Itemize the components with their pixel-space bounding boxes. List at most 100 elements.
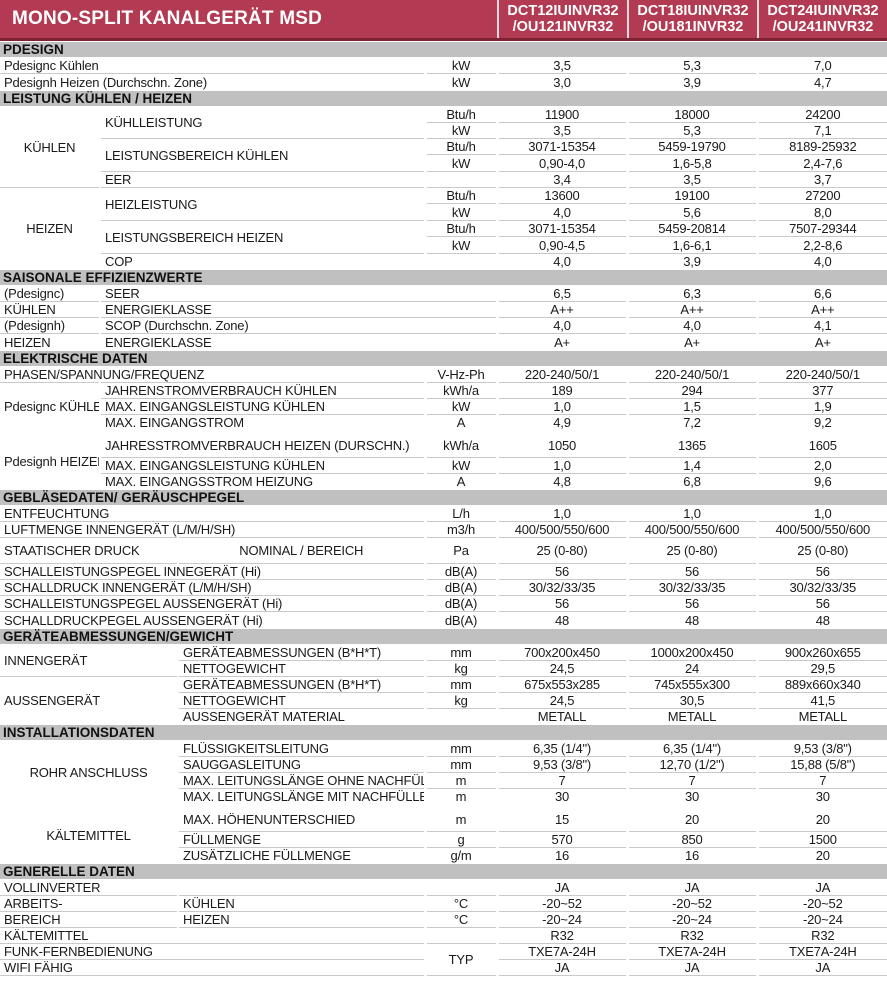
model-column-header: DCT24IUINVR32 /OU241INVR32 xyxy=(757,0,887,38)
value-cell: 24,5 xyxy=(497,661,627,677)
row-label: FLÜSSIGKEITSLEITUNG xyxy=(178,741,425,757)
value-cell: 1,5 xyxy=(627,399,757,415)
row-label: MAX. HÖHENUNTERSCHIED xyxy=(178,806,425,832)
unit-cell: TYP xyxy=(425,944,497,976)
value-cell: 1,6-6,1 xyxy=(627,237,757,254)
unit-cell: kW xyxy=(425,204,497,221)
value-cell: 189 xyxy=(497,383,627,399)
value-cell: R32 xyxy=(497,928,627,944)
value-cell: METALL xyxy=(627,709,757,725)
value-cell: 5459-20814 xyxy=(627,221,757,237)
row-label: Pdesignh Heizen (Durchschn. Zone) xyxy=(0,74,425,91)
value-cell: 6,35 (1/4") xyxy=(627,741,757,757)
value-cell: 20 xyxy=(627,806,757,832)
value-cell: 570 xyxy=(497,832,627,848)
value-cell: 1605 xyxy=(757,432,887,458)
unit-cell: kW xyxy=(425,58,497,74)
unit-cell: kg xyxy=(425,693,497,709)
row-label: WIFI FÄHIG xyxy=(0,960,425,976)
value-cell: 56 xyxy=(627,564,757,580)
value-cell: 2,0 xyxy=(757,458,887,474)
row-label: FUNK-FERNBEDIENUNG xyxy=(0,944,425,960)
section-header: GEBLÄSEDATEN/ GERÄUSCHPEGEL xyxy=(0,490,887,506)
row-label: ENERGIEKLASSE xyxy=(100,302,497,318)
row-label: NOMINAL / BEREICH xyxy=(178,538,425,564)
unit-cell: m xyxy=(425,789,497,806)
value-cell: 220-240/50/1 xyxy=(757,367,887,383)
value-cell: 1050 xyxy=(497,432,627,458)
value-cell: 7 xyxy=(627,773,757,789)
value-cell: A++ xyxy=(757,302,887,318)
row-label: MAX. LEITUNGSLÄNGE MIT NACHFÜLLEN xyxy=(178,789,425,806)
value-cell: 15,88 (5/8") xyxy=(757,757,887,773)
value-cell: 5,3 xyxy=(627,123,757,139)
page-title: MONO-SPLIT KANALGERÄT MSD xyxy=(0,0,497,38)
row-label: SCOP (Durchschn. Zone) xyxy=(100,318,497,334)
row-label: GERÄTEABMESSUNGEN (B*H*T) xyxy=(178,677,425,693)
value-cell: 56 xyxy=(757,596,887,612)
value-cell: 6,8 xyxy=(627,474,757,490)
value-cell: 30 xyxy=(627,789,757,806)
value-cell: 1,0 xyxy=(497,458,627,474)
value-cell: 7,2 xyxy=(627,415,757,432)
value-cell: 30/32/33/35 xyxy=(497,580,627,596)
unit-cell: mm xyxy=(425,645,497,661)
value-cell: 400/500/550/600 xyxy=(627,522,757,538)
value-cell: 0,90-4,5 xyxy=(497,237,627,254)
value-cell: 7507-29344 xyxy=(757,221,887,237)
unit-cell: °C xyxy=(425,912,497,928)
section-header: SAISONALE EFFIZIENZWERTE xyxy=(0,270,887,286)
unit-cell: mm xyxy=(425,741,497,757)
value-cell: 16 xyxy=(627,848,757,864)
value-cell: 48 xyxy=(497,612,627,629)
value-cell: 20 xyxy=(757,848,887,864)
section-header: ELEKTRISCHE DATEN xyxy=(0,351,887,367)
unit-cell: kWh/a xyxy=(425,432,497,458)
value-cell: METALL xyxy=(497,709,627,725)
value-cell: 1,9 xyxy=(757,399,887,415)
row-label: ENTFEUCHTUNG xyxy=(0,506,425,522)
section-header: INSTALLATIONSDATEN xyxy=(0,725,887,741)
value-cell: A+ xyxy=(627,334,757,351)
value-cell: 889x660x340 xyxy=(757,677,887,693)
section-header: GERÄTEABMESSUNGEN/GEWICHT xyxy=(0,629,887,645)
value-cell: 48 xyxy=(627,612,757,629)
value-cell: 3,5 xyxy=(627,172,757,188)
row-label: HEIZLEISTUNG xyxy=(100,188,425,221)
value-cell: 30 xyxy=(497,789,627,806)
row-label: MAX. LEITUNGSLÄNGE OHNE NACHFÜLLEN xyxy=(178,773,425,789)
value-cell: 19100 xyxy=(627,188,757,204)
group-cell: ARBEITS- xyxy=(0,896,178,912)
unit-cell: mm xyxy=(425,677,497,693)
value-cell: 30/32/33/35 xyxy=(627,580,757,596)
unit-cell: Btu/h xyxy=(425,188,497,204)
unit-cell: A xyxy=(425,415,497,432)
value-cell: 1,0 xyxy=(497,399,627,415)
value-cell: 5459-19790 xyxy=(627,139,757,155)
value-cell: 2,2-8,6 xyxy=(757,237,887,254)
value-cell: 7 xyxy=(757,773,887,789)
value-cell: 7,1 xyxy=(757,123,887,139)
value-cell: 3071-15354 xyxy=(497,139,627,155)
value-cell: 1,0 xyxy=(497,506,627,522)
value-cell: 3,5 xyxy=(497,58,627,74)
group-cell: STAATISCHER DRUCK xyxy=(0,538,178,564)
value-cell: 220-240/50/1 xyxy=(627,367,757,383)
value-cell: TXE7A-24H xyxy=(497,944,627,960)
value-cell: 13600 xyxy=(497,188,627,204)
value-cell: 16 xyxy=(497,848,627,864)
section-header: PDESIGN xyxy=(0,42,887,58)
value-cell: 1,4 xyxy=(627,458,757,474)
row-label: KÜHLEN xyxy=(178,896,425,912)
value-cell: 27200 xyxy=(757,188,887,204)
value-cell: 7 xyxy=(497,773,627,789)
unit-cell: A xyxy=(425,474,497,490)
value-cell: 56 xyxy=(497,564,627,580)
unit-cell: m3/h xyxy=(425,522,497,538)
model-name-line2: /OU181INVR32 xyxy=(643,19,744,35)
value-cell: 9,53 (3/8") xyxy=(757,741,887,757)
value-cell: TXE7A-24H xyxy=(627,944,757,960)
value-cell: 30 xyxy=(757,789,887,806)
row-label: GERÄTEABMESSUNGEN (B*H*T) xyxy=(178,645,425,661)
value-cell: 0,90-4,0 xyxy=(497,155,627,172)
